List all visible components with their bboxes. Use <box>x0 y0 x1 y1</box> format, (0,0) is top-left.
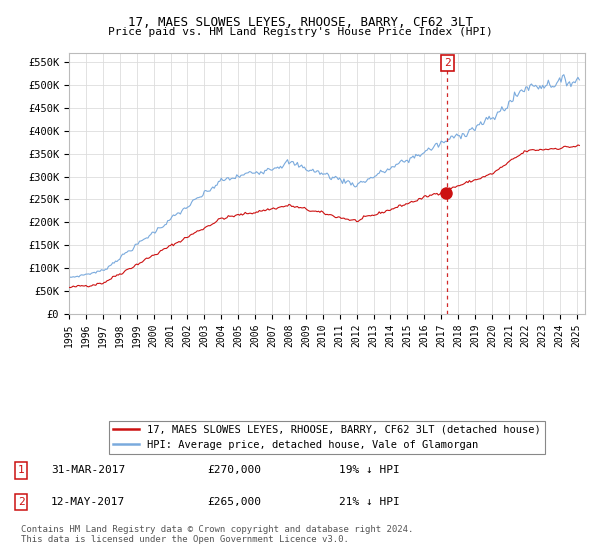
Text: Contains HM Land Registry data © Crown copyright and database right 2024.
This d: Contains HM Land Registry data © Crown c… <box>21 525 413 544</box>
Text: 21% ↓ HPI: 21% ↓ HPI <box>339 497 400 507</box>
Text: 2: 2 <box>444 58 451 68</box>
Text: £265,000: £265,000 <box>207 497 261 507</box>
Text: Price paid vs. HM Land Registry's House Price Index (HPI): Price paid vs. HM Land Registry's House … <box>107 27 493 37</box>
Text: 17, MAES SLOWES LEYES, RHOOSE, BARRY, CF62 3LT: 17, MAES SLOWES LEYES, RHOOSE, BARRY, CF… <box>128 16 473 29</box>
Text: 2: 2 <box>17 497 25 507</box>
Text: 19% ↓ HPI: 19% ↓ HPI <box>339 465 400 475</box>
Text: 12-MAY-2017: 12-MAY-2017 <box>51 497 125 507</box>
Text: 1: 1 <box>17 465 25 475</box>
Legend: 17, MAES SLOWES LEYES, RHOOSE, BARRY, CF62 3LT (detached house), HPI: Average pr: 17, MAES SLOWES LEYES, RHOOSE, BARRY, CF… <box>109 421 545 454</box>
Text: £270,000: £270,000 <box>207 465 261 475</box>
Text: 31-MAR-2017: 31-MAR-2017 <box>51 465 125 475</box>
